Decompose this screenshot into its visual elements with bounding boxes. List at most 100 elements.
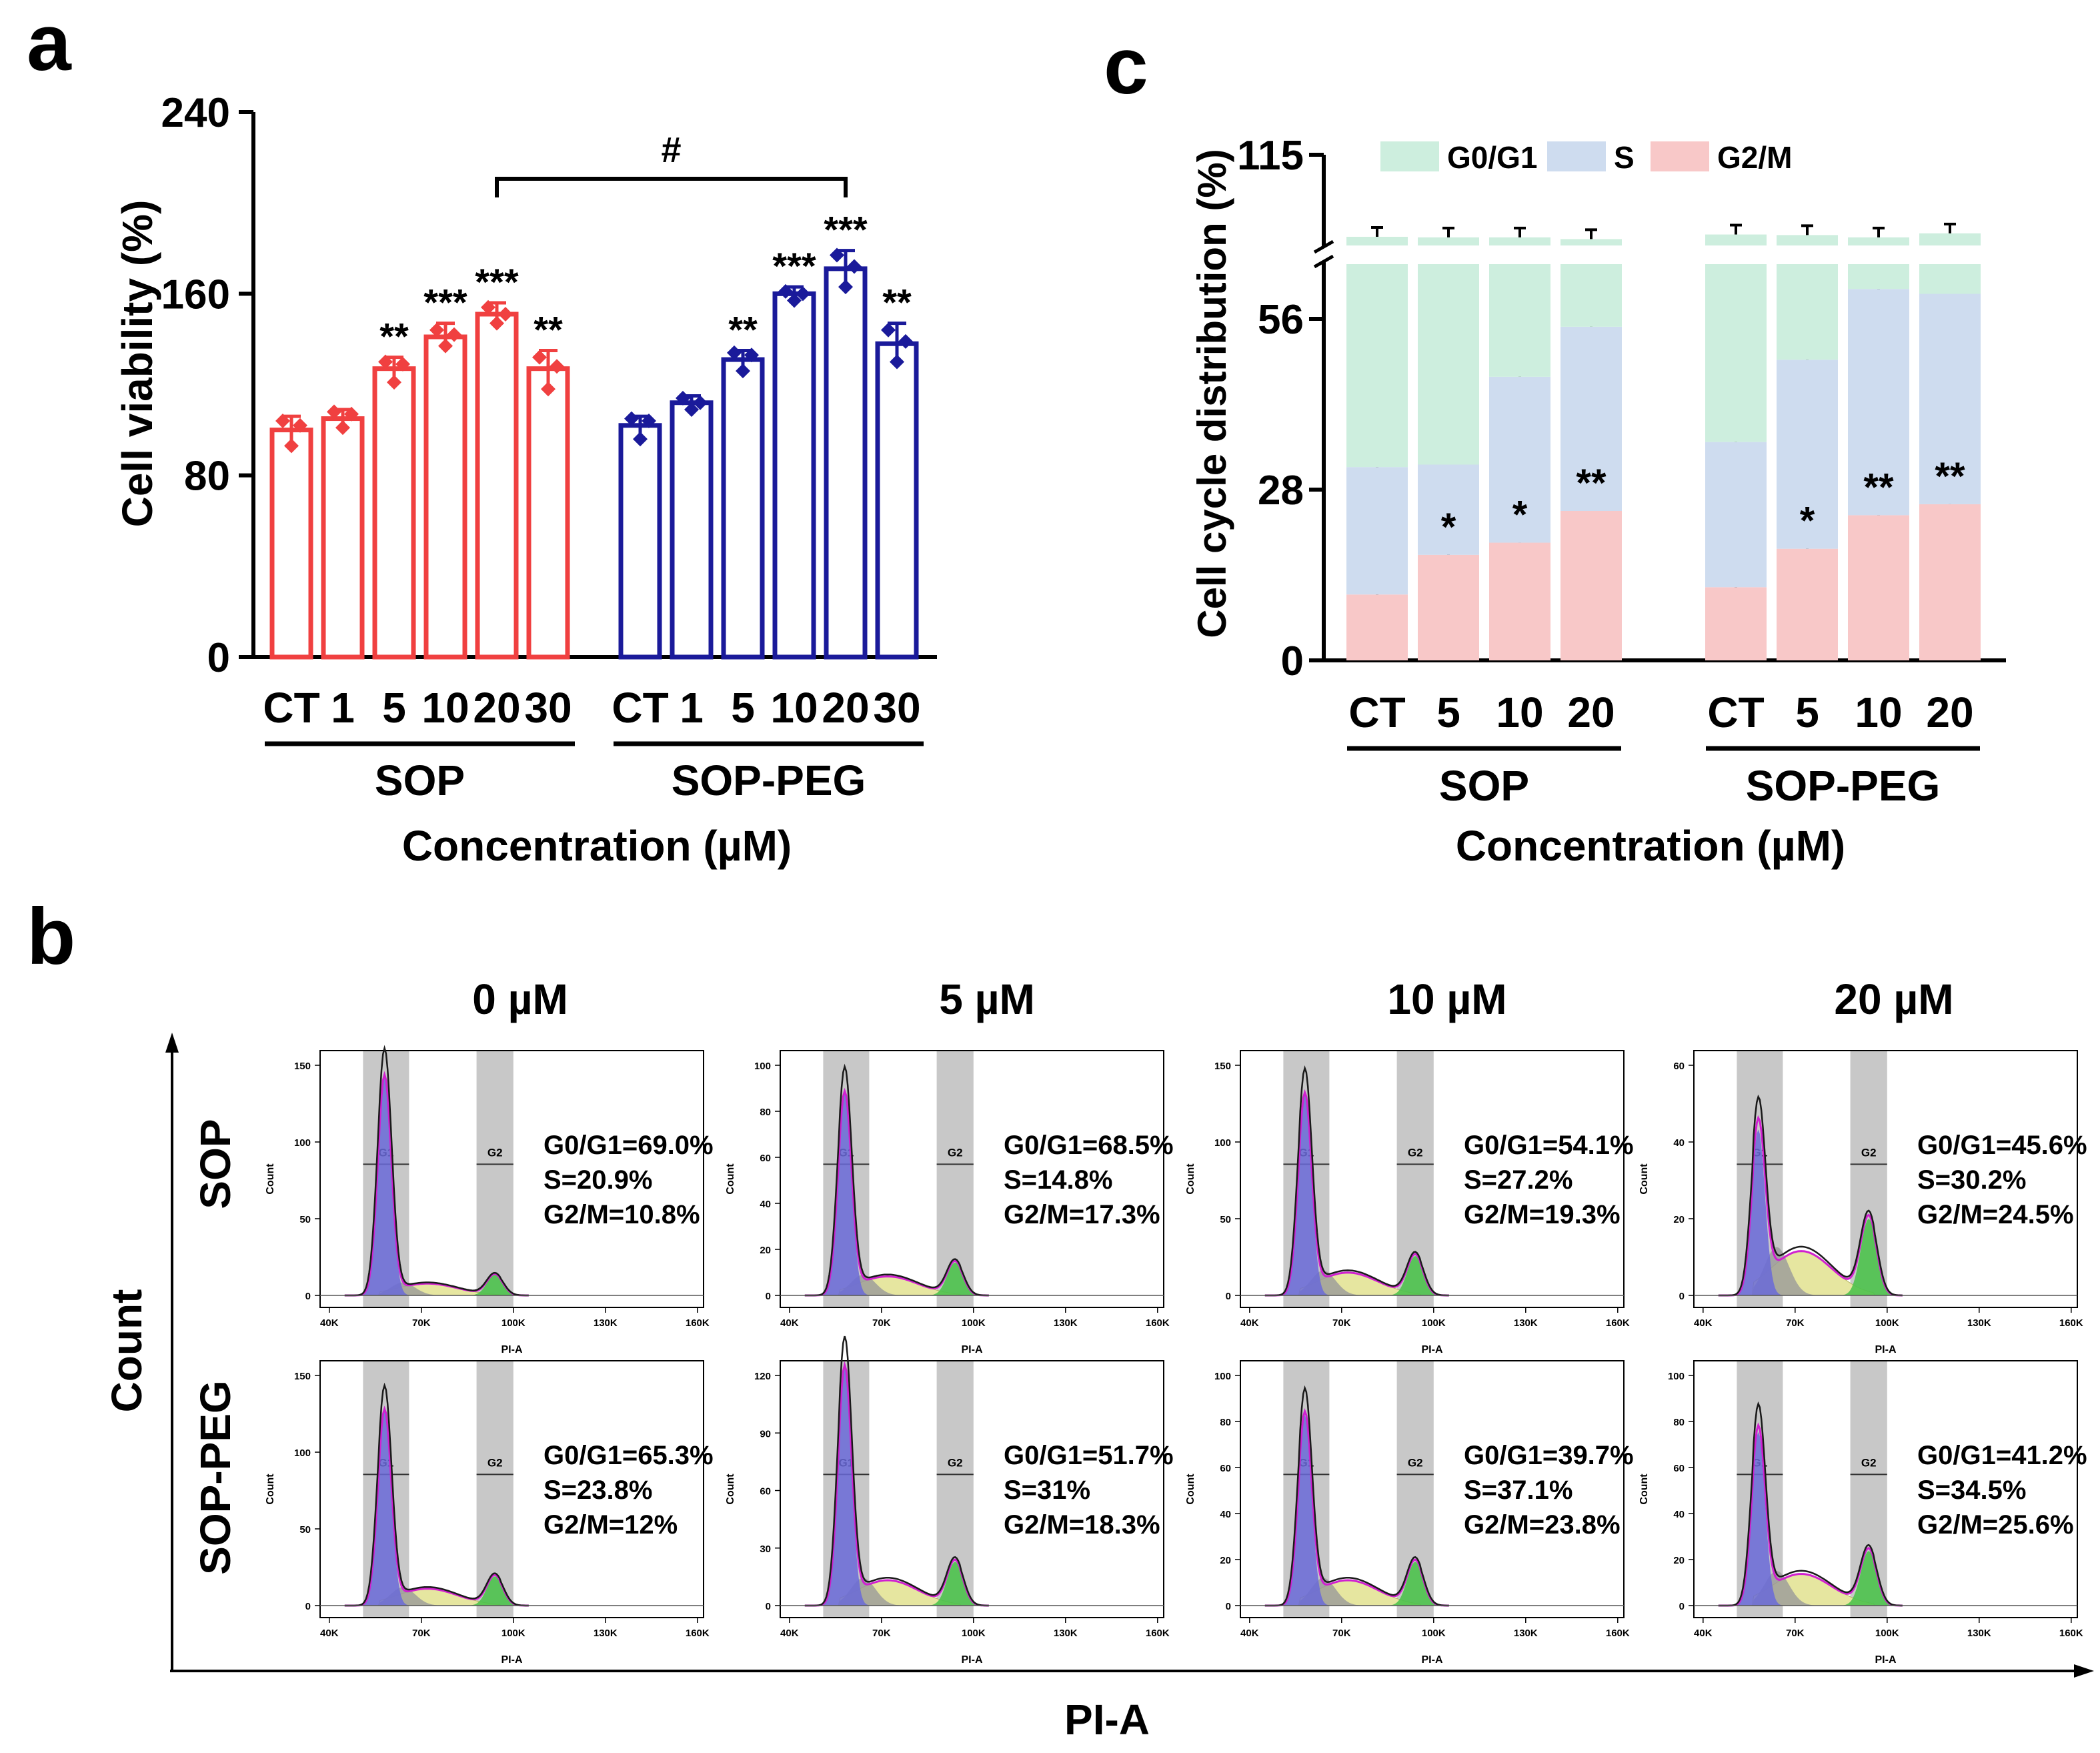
plot-y-tick-label: 100 [294, 1137, 311, 1149]
stack-segment-g0g1-upper [1919, 233, 1981, 245]
plot-y-tick-label: 50 [299, 1214, 311, 1225]
plot-x-tick-label: 100K [501, 1628, 526, 1639]
data-point [489, 316, 504, 331]
g1-peak-fill [804, 1092, 989, 1295]
stack-segment-g0g1-upper [1777, 235, 1838, 245]
plot-x-tick-label: 160K [1606, 1317, 1630, 1329]
y-tick-label-c: 0 [1281, 638, 1304, 684]
row-header: SOP-PEG [191, 1380, 239, 1575]
column-header: 10 µM [1387, 975, 1506, 1023]
data-point [335, 420, 350, 436]
significance-mark: ** [1863, 466, 1894, 509]
g2-peak-fill [804, 1262, 989, 1295]
data-point [344, 406, 359, 422]
data-point [481, 300, 495, 315]
phase-percentage: G2/M=10.8% [544, 1200, 700, 1229]
row-header: SOP [191, 1119, 239, 1209]
plot-y-tick-label: 40 [760, 1199, 771, 1210]
raw-trace [804, 1335, 989, 1607]
g2-peak-fill [1718, 1219, 1903, 1295]
raw-trace [804, 1063, 989, 1297]
plot-x-label: PI-A [1422, 1344, 1443, 1355]
g2-peak-fill [1264, 1256, 1449, 1295]
data-point [275, 413, 290, 428]
plot-x-tick-label: 160K [2059, 1317, 2083, 1329]
plot-y-label: Count [725, 1474, 736, 1505]
plot-y-tick-label: 0 [1226, 1601, 1231, 1612]
count-axis-arrow [165, 1033, 179, 1053]
g2-peak-fill [344, 1275, 529, 1295]
plot-y-label: Count [1185, 1474, 1196, 1505]
plot-x-tick-label: 70K [1786, 1317, 1805, 1329]
stack-segment-g0g1-upper [1560, 239, 1622, 245]
x-tick-label-a: 20 [822, 684, 869, 732]
significance-mark: ** [1576, 462, 1607, 505]
g1-peak-fill [1718, 1129, 1903, 1295]
plot-x-tick-label: 160K [1146, 1317, 1170, 1329]
significance-mark: ** [1935, 455, 1965, 498]
data-point [387, 375, 401, 390]
plot-y-tick-label: 80 [1220, 1417, 1231, 1428]
significance-mark: ** [882, 281, 912, 324]
gate-label: G2 [1861, 1456, 1877, 1469]
stack-segment-g0g1 [1489, 264, 1550, 377]
plot-x-tick-label: 70K [872, 1628, 891, 1639]
y-tick-label-a: 0 [207, 635, 230, 681]
significance-mark: * [1800, 500, 1815, 543]
plot-y-tick-label: 0 [766, 1601, 771, 1612]
plot-y-label: Count [1639, 1163, 1650, 1195]
legend-swatch [1651, 141, 1709, 171]
phase-percentage: G0/G1=54.1% [1464, 1131, 1634, 1160]
plot-y-tick-label: 20 [1673, 1214, 1685, 1225]
phase-percentage: G2/M=18.3% [1004, 1510, 1160, 1540]
data-point [898, 334, 913, 349]
plot-frame [780, 1360, 1164, 1618]
plot-frame [1240, 1360, 1625, 1618]
plot-y-tick-label: 90 [760, 1428, 771, 1439]
plot-x-tick-label: 100K [962, 1317, 986, 1329]
fit-trace [1264, 1407, 1449, 1607]
bar-sop-5 [372, 366, 416, 660]
count-axis-title: Count [103, 1289, 151, 1413]
plot-x-tick-label: 100K [1422, 1628, 1446, 1639]
plot-y-tick-label: 0 [766, 1291, 771, 1302]
stack-segment-s [1418, 464, 1479, 555]
group-label-c: SOP [1439, 762, 1529, 810]
y-axis-title-c: Cell cycle distribution (%) [1190, 149, 1234, 638]
raw-trace [1264, 1385, 1449, 1607]
x-tick-label-c: 20 [1926, 688, 1973, 736]
data-point [532, 350, 547, 365]
stack-segment-g2m [1418, 554, 1479, 660]
plot-x-label: PI-A [962, 1654, 983, 1666]
column-header: 0 µM [472, 975, 568, 1023]
plot-y-label: Count [1185, 1163, 1196, 1195]
data-point [838, 279, 853, 295]
stack-segment-g0g1 [1418, 264, 1479, 465]
plot-y-tick-label: 120 [754, 1371, 771, 1382]
significance-mark: * [1441, 506, 1456, 549]
plot-x-tick-label: 130K [594, 1317, 618, 1329]
stack-segment-g0g1-upper [1848, 237, 1909, 245]
g2-peak-fill [1718, 1551, 1903, 1606]
stack-segment-g2m [1560, 511, 1622, 660]
data-point [676, 390, 690, 406]
plot-y-tick-label: 60 [1220, 1463, 1231, 1474]
plot-x-label: PI-A [501, 1654, 523, 1666]
plot-y-tick-label: 80 [760, 1107, 771, 1118]
plot-x-tick-label: 70K [1786, 1628, 1805, 1639]
data-point [633, 432, 648, 447]
legend-swatch [1380, 141, 1439, 171]
plot-x-tick-label: 130K [1967, 1628, 1991, 1639]
plot-y-tick-label: 150 [1214, 1061, 1231, 1072]
x-tick-label-a: CT [612, 684, 668, 732]
fit-trace [344, 1405, 529, 1607]
stack-segment-g0g1 [1919, 264, 1981, 294]
bar-sop-peg-30 [875, 341, 919, 660]
plot-y-label: Count [265, 1474, 276, 1505]
plot-x-tick-label: 70K [412, 1317, 431, 1329]
plot-y-tick-label: 20 [1220, 1555, 1231, 1566]
significance-mark: ** [534, 308, 563, 350]
bar-sop-20 [475, 312, 519, 660]
gate-label: G2 [1408, 1146, 1423, 1159]
x-tick-label-c: 10 [1855, 688, 1902, 736]
